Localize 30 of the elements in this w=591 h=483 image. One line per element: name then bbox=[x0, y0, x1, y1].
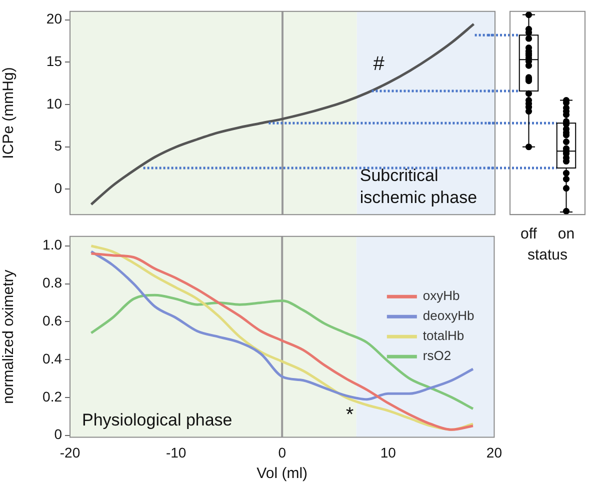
x-tick-label: 0 bbox=[278, 444, 286, 460]
x-tick-label: 20 bbox=[486, 444, 502, 460]
x-tick-label: -20 bbox=[60, 444, 80, 460]
legend-label: deoxyHb bbox=[422, 308, 474, 324]
y-tick-label: 1.0 bbox=[42, 236, 62, 253]
y-tick-label: 0 bbox=[54, 180, 62, 196]
y-tick-label: 20 bbox=[46, 10, 62, 27]
legend-label: rsO2 bbox=[422, 348, 452, 364]
legend-label: totalHb bbox=[422, 328, 464, 344]
y-tick-label: 10 bbox=[46, 95, 62, 112]
y-tick-label: 0.8 bbox=[42, 274, 62, 291]
y-tick-label: 0.2 bbox=[42, 388, 62, 404]
x-tick-label: 10 bbox=[380, 444, 396, 460]
y-tick-label: 0 bbox=[54, 426, 62, 442]
y-tick-label: 5 bbox=[54, 138, 62, 154]
legend-label: oxyHb bbox=[422, 288, 460, 304]
y-axis-title: normalized oximetry bbox=[0, 269, 18, 404]
y-tick-label: 0.4 bbox=[42, 350, 62, 366]
band-label: Physiological phase bbox=[82, 410, 232, 430]
annotation: # bbox=[373, 53, 386, 76]
x-tick-label: -10 bbox=[166, 444, 186, 460]
y-axis-title: ICPe (mmHg) bbox=[0, 67, 18, 159]
annotation: * bbox=[346, 404, 354, 426]
band-label: Subcritical ischemic phase bbox=[360, 166, 478, 207]
x-tick-label: on bbox=[558, 226, 575, 243]
y-tick-label: 15 bbox=[46, 53, 62, 70]
x-axis-title: status bbox=[527, 246, 568, 264]
x-axis-title: Vol (ml) bbox=[256, 465, 308, 482]
x-tick-label: off bbox=[520, 226, 538, 243]
y-tick-label: 0.6 bbox=[42, 312, 62, 329]
